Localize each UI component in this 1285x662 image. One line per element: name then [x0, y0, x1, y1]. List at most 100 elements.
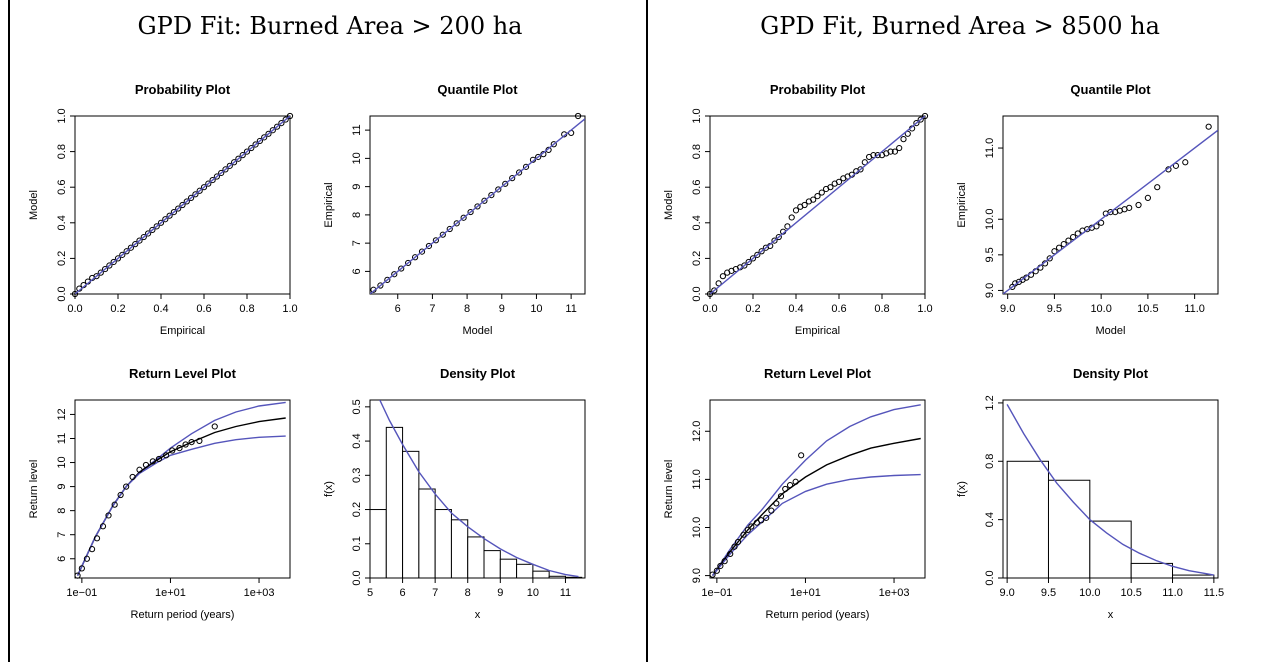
data-point	[1098, 219, 1105, 226]
data-point	[460, 214, 467, 221]
data-point	[835, 178, 843, 185]
x-tick-label: 10	[527, 587, 539, 599]
data-point	[810, 196, 817, 203]
data-point	[188, 194, 195, 201]
y-tick-label: 10.0	[984, 209, 996, 230]
histogram-bar	[434, 509, 452, 579]
data-point	[163, 452, 170, 459]
plot-title: Return Level Plot	[764, 366, 872, 381]
data-point	[102, 265, 109, 273]
x-axis-label: Return period (years)	[131, 609, 235, 621]
histogram-bar	[1130, 562, 1174, 579]
y-tick-label: 0.1	[351, 536, 363, 551]
x-tick-label: 1e+03	[879, 587, 910, 599]
data-point	[196, 437, 203, 444]
data-point	[196, 187, 203, 194]
data-point	[446, 225, 453, 233]
y-tick-label: 9	[351, 184, 363, 190]
data-point	[157, 219, 165, 226]
data-point	[749, 255, 757, 262]
y-tick-label: 0.2	[691, 251, 703, 266]
data-point	[731, 543, 738, 550]
y-tick-label: 0.0	[984, 570, 996, 585]
histogram-bar	[418, 488, 436, 579]
data-point	[162, 216, 169, 223]
data-point	[97, 269, 104, 276]
x-tick-label: 0.0	[67, 303, 82, 315]
series-line	[712, 404, 921, 576]
series-line	[76, 401, 286, 576]
data-point	[900, 136, 907, 143]
data-point	[1065, 237, 1072, 244]
data-point	[145, 230, 152, 237]
histogram-bar	[1089, 520, 1132, 579]
data-point	[786, 482, 794, 489]
x-axis-label: Return period (years)	[766, 609, 870, 621]
x-tick-label: 9.0	[999, 587, 1014, 599]
plot-frame	[709, 115, 926, 295]
data-point	[861, 159, 868, 166]
x-tick-label: 10	[530, 303, 542, 315]
data-point	[105, 512, 112, 519]
x-tick-label: 11.0	[1184, 303, 1205, 315]
data-point	[149, 458, 156, 465]
y-axis-label: Empirical	[323, 182, 335, 227]
y-tick-label: 0.4	[691, 215, 703, 230]
x-tick-label: 11	[565, 303, 576, 315]
data-point	[913, 120, 920, 127]
chart-p5: Probability Plot Empirical Model 0.0 0.2 0.4 0…	[663, 82, 933, 337]
series-line	[370, 118, 585, 294]
series-line	[379, 400, 579, 578]
data-point	[771, 237, 778, 244]
series-line	[712, 473, 921, 577]
data-point	[721, 558, 728, 565]
data-point	[119, 251, 126, 258]
data-point	[727, 550, 734, 558]
x-tick-label: 11.0	[1162, 587, 1183, 599]
x-axis-label: x	[475, 609, 481, 621]
x-tick-label: 9	[499, 303, 505, 315]
data-point	[129, 473, 136, 481]
data-point	[495, 186, 502, 193]
data-point	[136, 237, 143, 244]
data-point	[818, 189, 825, 196]
y-axis-label: f(x)	[956, 481, 968, 497]
plot-title: Density Plot	[1073, 366, 1149, 381]
data-point	[792, 207, 800, 214]
data-point	[1135, 201, 1142, 209]
data-point	[166, 212, 173, 219]
y-axis-label: Model	[663, 190, 675, 220]
data-point	[784, 223, 791, 230]
y-tick-label: 0.8	[691, 144, 703, 159]
data-point	[155, 455, 163, 463]
x-tick-label: 0.6	[196, 303, 211, 315]
y-tick-label: 0.2	[56, 251, 68, 266]
data-point	[773, 500, 780, 507]
x-tick-label: 7	[429, 303, 435, 315]
x-tick-label: 9.0	[1000, 303, 1015, 315]
histogram-bar	[402, 450, 420, 579]
plot-title: Probability Plot	[135, 82, 231, 97]
histogram-bar	[1006, 460, 1049, 579]
data-point	[768, 507, 775, 514]
y-axis-label: Return level	[663, 460, 675, 519]
data-point	[758, 517, 765, 524]
data-point	[239, 152, 246, 159]
data-point	[256, 137, 263, 145]
data-point	[88, 546, 96, 553]
data-point	[719, 273, 727, 280]
data-point	[188, 438, 195, 446]
data-point	[179, 201, 186, 209]
panel-title-left: GPD Fit: Burned Area > 200 ha	[137, 12, 523, 40]
x-axis-label: Empirical	[795, 325, 840, 337]
data-point	[788, 214, 795, 221]
data-point	[917, 116, 924, 123]
histogram-bar	[1047, 479, 1091, 579]
data-point	[798, 452, 805, 459]
data-point	[142, 461, 150, 469]
data-point	[488, 192, 495, 199]
plot-frame	[74, 399, 291, 579]
chart-p8: Density Plot x f(x) 9.0 9.5 10.0 10.5 11.0 11.5 0…	[956, 366, 1224, 621]
x-tick-label: 0.2	[110, 303, 125, 315]
x-tick-label: 0.8	[874, 303, 889, 315]
